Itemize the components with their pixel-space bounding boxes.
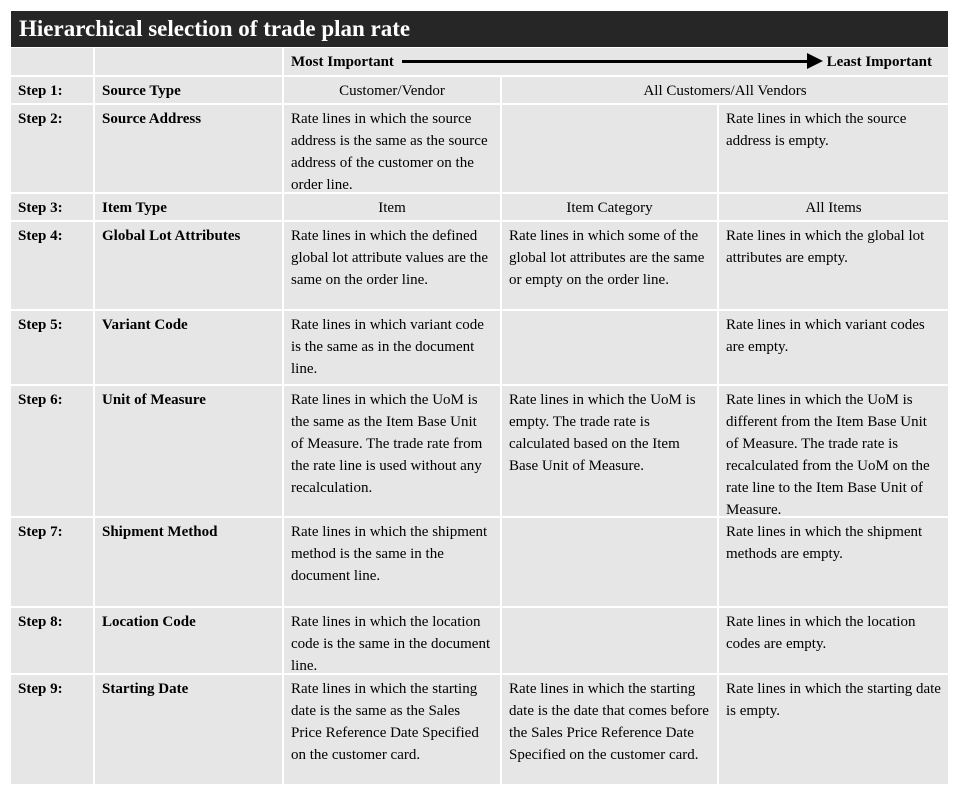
table-title: Hierarchical selection of trade plan rat… [11,11,948,47]
criterion-name: Variant Code [95,311,282,384]
rule-cell: Rate lines in which the global lot attri… [719,222,948,309]
step-label: Step 8: [11,608,93,673]
rule-cell: Rate lines in which the shipment method … [284,518,500,606]
rule-cell: Rate lines in which variant code is the … [284,311,500,384]
criterion-name: Item Type [95,194,282,220]
criterion-name: Source Type [95,77,282,103]
criterion-name: Location Code [95,608,282,673]
rule-cell: Rate lines in which the defined global l… [284,222,500,309]
rule-cell: All Customers/All Vendors [502,77,948,103]
arrow-right-icon [401,53,823,69]
criterion-name: Global Lot Attributes [95,222,282,309]
rule-cell: Rate lines in which the shipment methods… [719,518,948,606]
rule-cell: Rate lines in which the starting date is… [719,675,948,784]
step-label: Step 4: [11,222,93,309]
criterion-name: Source Address [95,105,282,192]
rule-cell: Rate lines in which the location codes a… [719,608,948,673]
step-label: Step 3: [11,194,93,220]
criterion-name: Shipment Method [95,518,282,606]
rule-cell: Rate lines in which the starting date is… [284,675,500,784]
step-label: Step 6: [11,386,93,516]
rule-cell: Customer/Vendor [284,77,500,103]
rule-cell: Rate lines in which the source address i… [719,105,948,192]
step-label: Step 7: [11,518,93,606]
header-empty-name [95,48,282,75]
rule-cell: Item [284,194,500,220]
rule-cell: Rate lines in which some of the global l… [502,222,717,309]
rule-cell: Rate lines in which variant codes are em… [719,311,948,384]
rule-cell: Rate lines in which the UoM is different… [719,386,948,516]
criterion-name: Unit of Measure [95,386,282,516]
rule-cell: Rate lines in which the source address i… [284,105,500,192]
step-label: Step 9: [11,675,93,784]
criterion-name: Starting Date [95,675,282,784]
rule-cell: Rate lines in which the starting date is… [502,675,717,784]
least-important-label: Least Important [826,53,932,70]
rule-cell [502,311,717,384]
step-label: Step 5: [11,311,93,384]
rule-cell: Rate lines in which the UoM is the same … [284,386,500,516]
header-empty-step [11,48,93,75]
trade-rate-table: Most Important Least Important Step 1: So… [11,48,949,784]
rule-cell [502,105,717,192]
rule-cell: Rate lines in which the location code is… [284,608,500,673]
most-important-label: Most Important [291,53,394,70]
rule-cell: All Items [719,194,948,220]
rule-cell: Item Category [502,194,717,220]
step-label: Step 2: [11,105,93,192]
rule-cell [502,518,717,606]
importance-header: Most Important Least Important [284,48,948,75]
step-label: Step 1: [11,77,93,103]
rule-cell: Rate lines in which the UoM is empty. Th… [502,386,717,516]
rule-cell [502,608,717,673]
